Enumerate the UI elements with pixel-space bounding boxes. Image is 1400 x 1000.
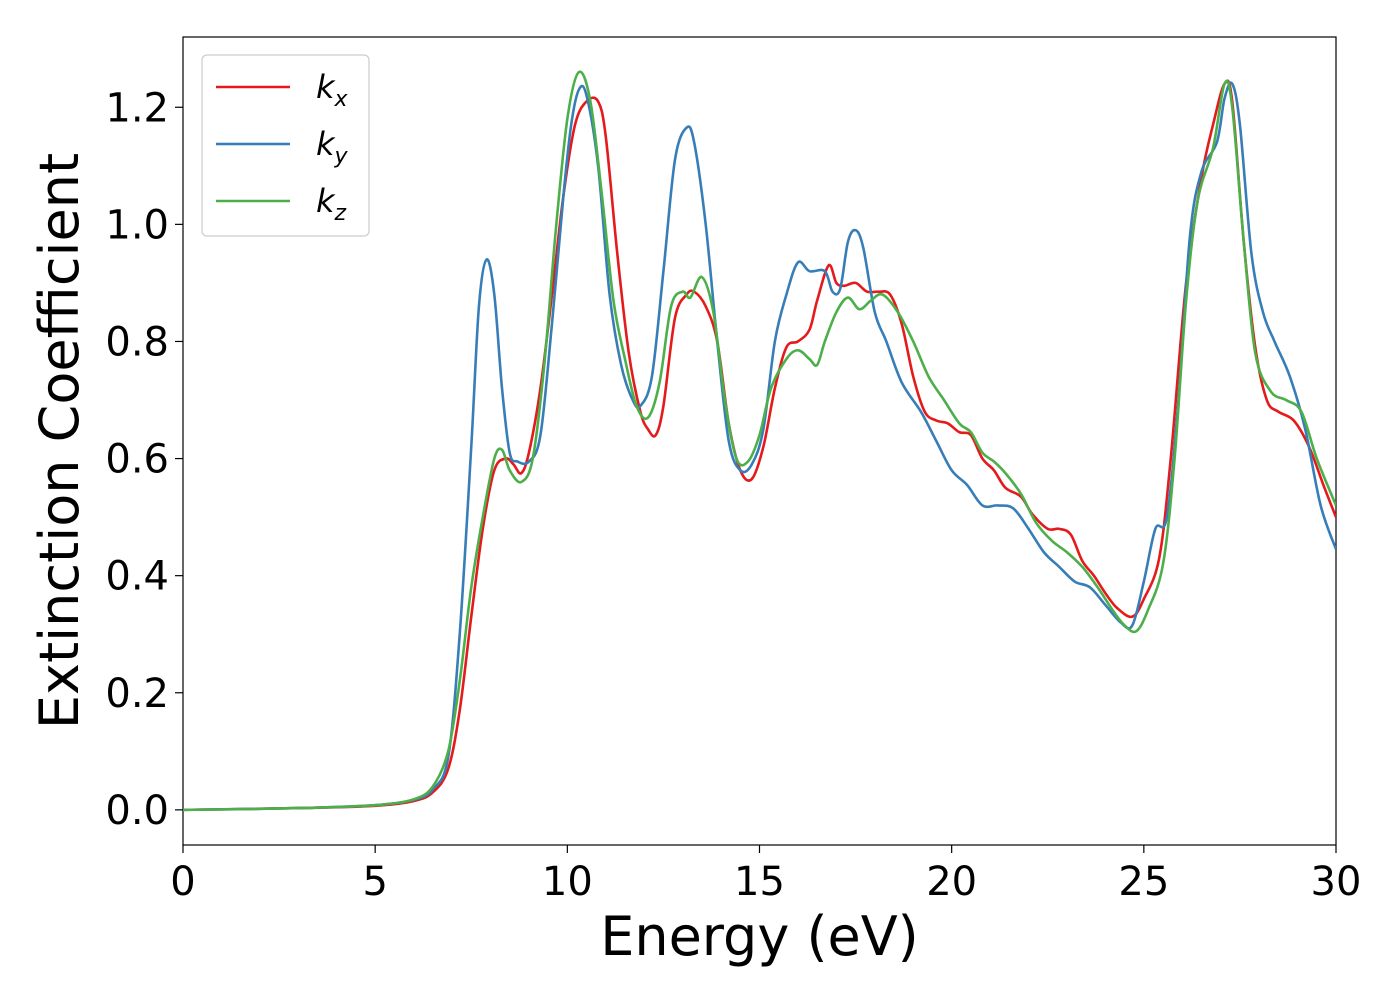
y-tick-label: 0.6 [105, 437, 169, 483]
series-line-kz [183, 70, 1336, 812]
x-axis-ticks: 0 5 10 15 20 25 30 [170, 845, 1361, 905]
x-tick-label: 0 [170, 859, 195, 905]
y-axis-ticks: 0.0 0.2 0.4 0.6 0.8 1.0 1.2 [105, 85, 183, 834]
y-tick-label: 0.8 [105, 319, 169, 365]
y-tick-label: 0.4 [105, 554, 169, 600]
x-axis-label: Energy (eV) [600, 905, 919, 968]
series-line-kx [183, 79, 1336, 812]
x-tick-label: 20 [926, 859, 977, 905]
y-tick-label: 0.0 [105, 788, 169, 834]
legend-label-kz: kz [316, 182, 347, 226]
x-tick-label: 10 [542, 859, 593, 905]
y-tick-label: 1.0 [105, 202, 169, 248]
x-tick-label: 30 [1311, 859, 1362, 905]
series-layer [183, 70, 1336, 812]
y-tick-label: 1.2 [105, 85, 169, 131]
x-tick-label: 15 [734, 859, 785, 905]
legend-box [201, 54, 370, 237]
x-tick-label: 25 [1118, 859, 1169, 905]
x-tick-label: 5 [362, 859, 387, 905]
y-axis-label: Extinction Coefficient [28, 153, 91, 729]
y-tick-label: 0.2 [105, 671, 169, 717]
